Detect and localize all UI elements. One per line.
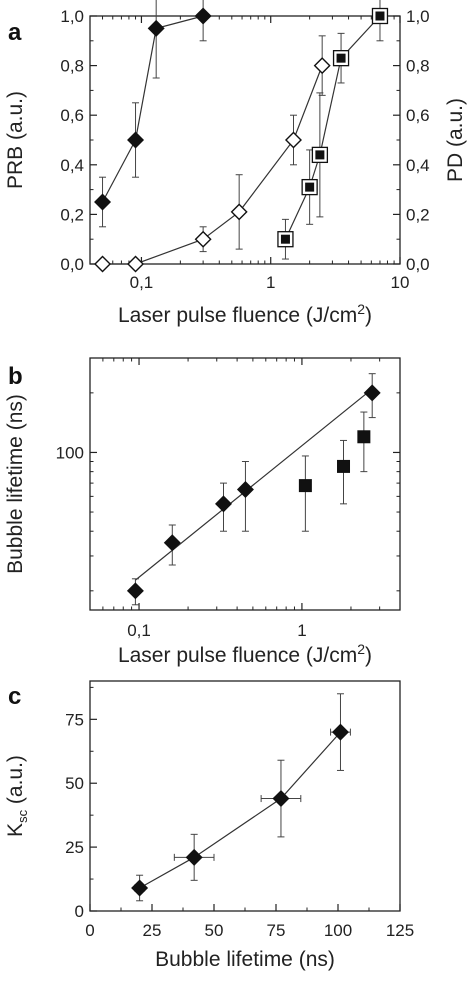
y-right-axis-title: PD (a.u.) <box>444 98 467 182</box>
y-tick-label: 0,0 <box>60 255 84 274</box>
x-tick-label: 75 <box>267 921 286 940</box>
data-point <box>127 255 145 273</box>
series-line <box>284 15 381 240</box>
data-point <box>194 7 212 25</box>
data-point <box>236 480 254 498</box>
plot-frame <box>89 680 401 912</box>
series-1 <box>94 35 331 273</box>
y-tick-label: 0,6 <box>60 106 84 125</box>
series-0 <box>94 0 212 228</box>
series-1 <box>298 411 371 532</box>
data-point <box>313 57 331 75</box>
y-axis-title: Ksc (a.u.) <box>4 755 30 837</box>
x-tick-label: 0 <box>85 921 94 940</box>
x-axis-title: Bubble lifetime (ns) <box>155 948 335 971</box>
y-tick-label: 0,2 <box>60 205 84 224</box>
panel-b: b 0,1 1 100 Laser pulse fluence (J/cm2) Bubbl… <box>4 357 401 667</box>
y-axis-title: PRB (a.u.) <box>4 91 27 189</box>
x-tick-label: 1 <box>297 621 306 640</box>
data-point <box>131 879 149 897</box>
y-axis-title-main: K <box>4 823 27 837</box>
panel-letter: a <box>8 19 22 46</box>
y-tick-label: 0,4 <box>60 156 84 175</box>
y-axis-title-end: (a.u.) <box>4 755 27 810</box>
plot-frame <box>89 357 401 611</box>
x-axis-title-main: Bubble lifetime (ns) <box>155 948 335 971</box>
y-tick-label: 1,0 <box>60 7 84 26</box>
series-line <box>139 731 341 889</box>
x-axis-title: Laser pulse fluence (J/cm2) <box>118 641 372 667</box>
y-right-tick-label: 0,6 <box>406 106 430 125</box>
y-right-tick-label: 0,4 <box>406 156 430 175</box>
x-axis-title-sup: 2 <box>357 301 365 317</box>
data-point <box>277 231 294 248</box>
fit-line <box>135 388 373 581</box>
panel-letter: c <box>8 683 21 710</box>
x-axis-title-end: ) <box>365 644 372 667</box>
series-line <box>101 15 204 203</box>
x-axis-title: Laser pulse fluence (J/cm2) <box>118 301 372 327</box>
y-tick-label: 50 <box>65 774 84 793</box>
x-tick-label: 0,1 <box>130 273 154 292</box>
data-point <box>301 178 318 196</box>
series-2 <box>277 0 389 260</box>
y-tick-label: 0 <box>75 902 84 921</box>
data-point <box>147 19 165 37</box>
data-point <box>94 193 112 211</box>
data-point <box>194 230 212 248</box>
y-axis-title-sub: sc <box>15 809 30 823</box>
y-tick-label: 100 <box>56 443 84 462</box>
y-right-tick-label: 0,2 <box>406 205 430 224</box>
data-point <box>215 495 232 513</box>
x-tick-label: 100 <box>324 921 352 940</box>
data-point <box>272 790 290 808</box>
panel-a: a0,1 1 100,0 0,00,2 0,20,4 0,40,6 0,60,8 0,81,0… <box>4 0 467 327</box>
data-point <box>363 384 381 402</box>
data-point <box>230 203 248 221</box>
panel-letter: b <box>8 363 23 390</box>
x-tick-label: 1 <box>266 273 275 292</box>
x-tick-label: 0,1 <box>127 621 151 640</box>
data-point <box>185 848 203 866</box>
data-point <box>311 146 329 164</box>
x-tick-label: 10 <box>391 273 410 292</box>
y-axis-title: Bubble lifetime (ns) <box>4 394 27 574</box>
data-point <box>357 430 371 444</box>
data-point <box>298 479 312 493</box>
x-tick-label: 25 <box>143 921 162 940</box>
y-axis-title-main: PRB (a.u.) <box>4 91 27 189</box>
series-0 <box>131 693 351 902</box>
series-0 <box>126 373 381 606</box>
data-point <box>126 582 144 600</box>
data-point <box>332 50 350 67</box>
data-point-inner <box>315 150 325 160</box>
panel-c: c 0 25 50 75 100 125 0 25 50 75 Bubble lifetime (ns… <box>4 680 414 971</box>
data-point <box>337 459 351 473</box>
data-point-inner <box>375 11 385 21</box>
x-axis-title-sup: 2 <box>357 641 365 657</box>
x-axis-title-main: Laser pulse fluence (J/cm <box>118 644 357 667</box>
data-point-inner <box>336 53 346 63</box>
data-point <box>371 7 389 25</box>
error-bar <box>301 455 309 532</box>
y-tick-label: 0,8 <box>60 57 84 76</box>
y-axis-title-main: Bubble lifetime (ns) <box>4 394 27 574</box>
data-point <box>127 131 145 149</box>
data-point-inner <box>305 182 315 192</box>
data-point <box>284 131 302 149</box>
y-right-tick-label: 0,8 <box>406 57 430 76</box>
data-point <box>163 534 181 552</box>
data-point <box>331 723 349 741</box>
y-right-tick-label: 0,0 <box>406 255 430 274</box>
x-axis-title-main: Laser pulse fluence (J/cm <box>118 304 357 327</box>
y-tick-label: 25 <box>65 838 84 857</box>
data-point <box>94 255 112 273</box>
x-tick-label: 50 <box>205 921 224 940</box>
y-tick-label: 75 <box>65 710 84 729</box>
y-right-tick-label: 1,0 <box>406 7 430 26</box>
x-axis-title-end: ) <box>365 304 372 327</box>
x-tick-label: 125 <box>386 921 414 940</box>
data-point-inner <box>280 234 290 244</box>
